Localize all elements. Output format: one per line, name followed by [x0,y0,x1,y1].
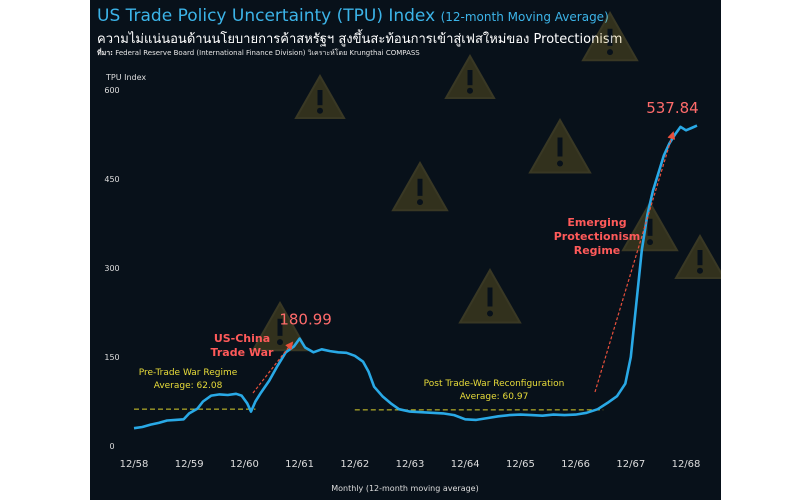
warning-triangle-bar [467,70,473,86]
tpu-index-series-line [133,124,698,430]
warning-triangle-icon [581,10,639,62]
x-tick-label: 12/65 [506,459,535,470]
emerging-protectionism-label: Regime [574,244,621,257]
source-label: ที่มา: [97,49,113,57]
post-trade-war-average-label: Average: 60.97 [460,392,529,402]
post-trade-war-average-label: Post Trade-War Reconfiguration [424,379,565,389]
warning-triangle-icon [444,53,496,99]
chart-title-main: US Trade Policy Uncertainty (TPU) Index [97,6,436,26]
x-axis-title: Monthly (12-month moving average) [331,484,478,493]
x-tick-label: 12/67 [616,459,645,470]
peak-2568-label: 537.84 [646,99,699,117]
chart-panel: US Trade Policy Uncertainty (TPU) Index … [90,0,721,500]
warning-triangle-icon [294,73,346,119]
warning-triangle-shape [294,73,346,119]
warning-triangle-icon [621,200,679,252]
chart-axes: TPU Index 0 150 300 450 600 12/58 12/59 12/60 12/… [104,73,700,493]
warning-triangle-dot [487,310,493,317]
y-tick-label: 450 [104,175,119,184]
warning-triangle-bar [417,178,423,196]
emerging-protectionism-label: Emerging [567,216,626,229]
y-tick-label: 150 [104,353,119,362]
warning-triangle-dot [697,267,703,274]
x-tick-label: 12/64 [451,459,480,470]
warning-triangle-shape [444,53,496,99]
warning-triangle-icon [528,117,592,174]
chart-source: ที่มา: Federal Reserve Board (Internatio… [97,48,420,59]
warning-triangle-bar [647,218,653,236]
background-warning-decoration [251,10,721,352]
warning-triangle-dot [647,239,653,246]
warning-triangle-shape [251,300,309,352]
y-tick-label: 300 [104,264,119,273]
us-china-trade-war-label: Trade War [211,346,274,359]
peak-2561-label: 180.99 [279,311,332,329]
warning-triangle-dot [467,87,473,94]
warning-triangle-shape [391,160,449,212]
chart-title: US Trade Policy Uncertainty (TPU) Index … [97,6,609,26]
x-tick-label: 12/68 [672,459,701,470]
average-lines [134,408,604,411]
x-tick-label: 12/62 [340,459,369,470]
y-axis-title: TPU Index [105,73,146,82]
x-tick-label: 12/66 [561,459,590,470]
warning-triangle-bar [487,287,493,307]
chart-series [133,124,698,430]
warning-triangle-shape [581,10,639,62]
y-tick-label: 600 [104,86,119,95]
warning-triangle-dot [557,160,563,167]
x-tick-label: 12/63 [396,459,425,470]
warning-triangle-dot [317,107,323,114]
warning-triangle-bar [557,137,563,157]
x-tick-label: 12/60 [230,459,259,470]
warning-triangle-icon [251,300,309,352]
warning-triangle-dot [417,199,423,206]
x-tick-label: 12/59 [175,459,204,470]
warning-triangle-shape [674,233,721,279]
pre-trade-war-average-label: Pre-Trade War Regime [139,368,238,378]
warning-triangle-bar [697,250,703,266]
y-tick-label: 0 [109,442,114,451]
emerging-protectionism-label: Protectionism [554,230,640,243]
warning-triangle-shape [621,200,679,252]
warning-triangle-dot [277,339,283,346]
trade-war-arrow [252,341,294,394]
warning-triangle-bar [277,318,283,336]
warning-triangle-icon [458,267,522,324]
x-tick-label: 12/61 [285,459,314,470]
warning-triangle-icon [674,233,721,279]
source-text: Federal Reserve Board (International Fin… [115,49,420,57]
warning-triangle-dot [607,49,613,56]
warning-triangle-bar [607,28,613,46]
tpu-line-chart: TPU Index 0 150 300 450 600 12/58 12/59 12/60 12/… [104,10,721,493]
warning-triangle-shape [528,117,592,174]
chart-subtitle: ความไม่แน่นอนด้านนโยบายการค้าสหรัฐฯ สูงข… [97,32,623,47]
protectionism-arrow [594,131,676,393]
warning-triangle-bar [317,90,323,106]
warning-triangle-icon [391,160,449,212]
us-china-trade-war-label: US-China [214,332,270,345]
chart-title-suffix: (12-month Moving Average) [440,10,609,24]
pre-trade-war-average-label: Average: 62.08 [154,381,223,391]
x-tick-label: 12/58 [120,459,149,470]
warning-triangle-shape [458,267,522,324]
